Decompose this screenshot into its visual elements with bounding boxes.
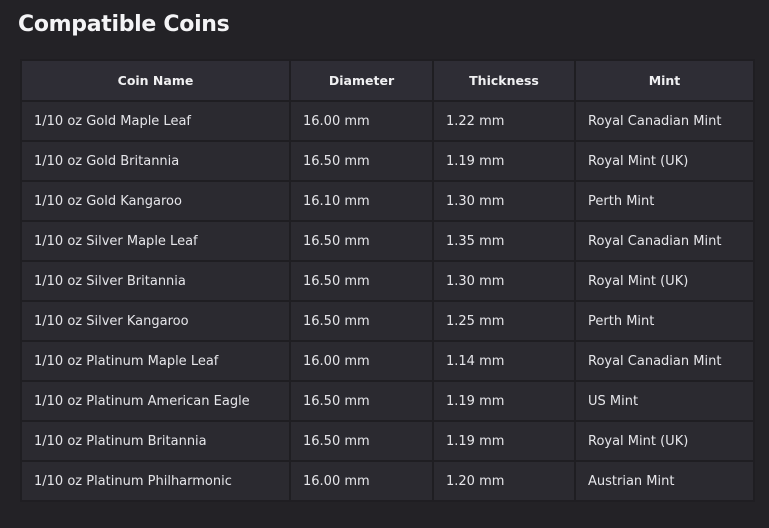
table-cell: 1/10 oz Platinum American Eagle <box>20 380 291 422</box>
table-cell: 16.00 mm <box>289 340 434 382</box>
table-cell: Royal Mint (UK) <box>574 260 755 302</box>
table-cell: Royal Mint (UK) <box>574 420 755 462</box>
table-row: 1/10 oz Silver Kangaroo 16.50 mm 1.25 mm Pe… <box>20 300 755 342</box>
column-header: Coin Name <box>20 59 291 102</box>
table-row: 1/10 oz Gold Britannia 16.50 mm 1.19 mm Roy… <box>20 140 755 182</box>
table-row: 1/10 oz Gold Kangaroo 16.10 mm 1.30 mm Pert… <box>20 180 755 222</box>
table-cell: 1.20 mm <box>432 460 576 502</box>
table-cell: 1.14 mm <box>432 340 576 382</box>
table-cell: Perth Mint <box>574 180 755 222</box>
column-header: Mint <box>574 59 755 102</box>
table-cell: 1.30 mm <box>432 260 576 302</box>
table-body: 1/10 oz Gold Maple Leaf 16.00 mm 1.22 mm Ro… <box>20 100 755 502</box>
table-row: 1/10 oz Platinum Philharmonic 16.00 mm 1.2… <box>20 460 755 502</box>
table-cell: 16.00 mm <box>289 460 434 502</box>
table-cell: 1.30 mm <box>432 180 576 222</box>
table-cell: 1.19 mm <box>432 140 576 182</box>
table-cell: 1.19 mm <box>432 420 576 462</box>
table-cell: Royal Canadian Mint <box>574 220 755 262</box>
table-cell: 1/10 oz Silver Maple Leaf <box>20 220 291 262</box>
coins-table: Coin Name Diameter Thickness Mint 1/10 oz G… <box>20 59 755 502</box>
table-cell: 1/10 oz Silver Britannia <box>20 260 291 302</box>
table-row: 1/10 oz Platinum Maple Leaf 16.00 mm 1.14 … <box>20 340 755 382</box>
table-cell: Royal Canadian Mint <box>574 340 755 382</box>
column-header: Diameter <box>289 59 434 102</box>
table-row: 1/10 oz Platinum American Eagle 16.50 mm 1… <box>20 380 755 422</box>
table-cell: 1/10 oz Platinum Philharmonic <box>20 460 291 502</box>
table-cell: 16.50 mm <box>289 260 434 302</box>
table-cell: 16.10 mm <box>289 180 434 222</box>
table-cell: 1/10 oz Gold Britannia <box>20 140 291 182</box>
table-cell: 1/10 oz Silver Kangaroo <box>20 300 291 342</box>
table-cell: 1/10 oz Platinum Britannia <box>20 420 291 462</box>
header-row: Coin Name Diameter Thickness Mint <box>20 59 755 102</box>
table-cell: 16.50 mm <box>289 300 434 342</box>
table-cell: 16.50 mm <box>289 420 434 462</box>
table-cell: 1.19 mm <box>432 380 576 422</box>
table-row: 1/10 oz Gold Maple Leaf 16.00 mm 1.22 mm Ro… <box>20 100 755 142</box>
table-cell: 1.35 mm <box>432 220 576 262</box>
table-cell: 16.50 mm <box>289 220 434 262</box>
table-cell: 16.50 mm <box>289 140 434 182</box>
table-cell: US Mint <box>574 380 755 422</box>
table-row: 1/10 oz Silver Britannia 16.50 mm 1.30 mm R… <box>20 260 755 302</box>
column-header: Thickness <box>432 59 576 102</box>
table-cell: 1/10 oz Gold Maple Leaf <box>20 100 291 142</box>
page-title: Compatible Coins <box>18 12 230 37</box>
table-cell: 1/10 oz Platinum Maple Leaf <box>20 340 291 382</box>
table-cell: 1.25 mm <box>432 300 576 342</box>
table-row: 1/10 oz Platinum Britannia 16.50 mm 1.19 m… <box>20 420 755 462</box>
table-cell: 16.50 mm <box>289 380 434 422</box>
table-cell: Royal Canadian Mint <box>574 100 755 142</box>
table-row: 1/10 oz Silver Maple Leaf 16.50 mm 1.35 mm… <box>20 220 755 262</box>
table-cell: Austrian Mint <box>574 460 755 502</box>
table-cell: 16.00 mm <box>289 100 434 142</box>
table-cell: Perth Mint <box>574 300 755 342</box>
table-cell: 1/10 oz Gold Kangaroo <box>20 180 291 222</box>
table-cell: Royal Mint (UK) <box>574 140 755 182</box>
table-cell: 1.22 mm <box>432 100 576 142</box>
